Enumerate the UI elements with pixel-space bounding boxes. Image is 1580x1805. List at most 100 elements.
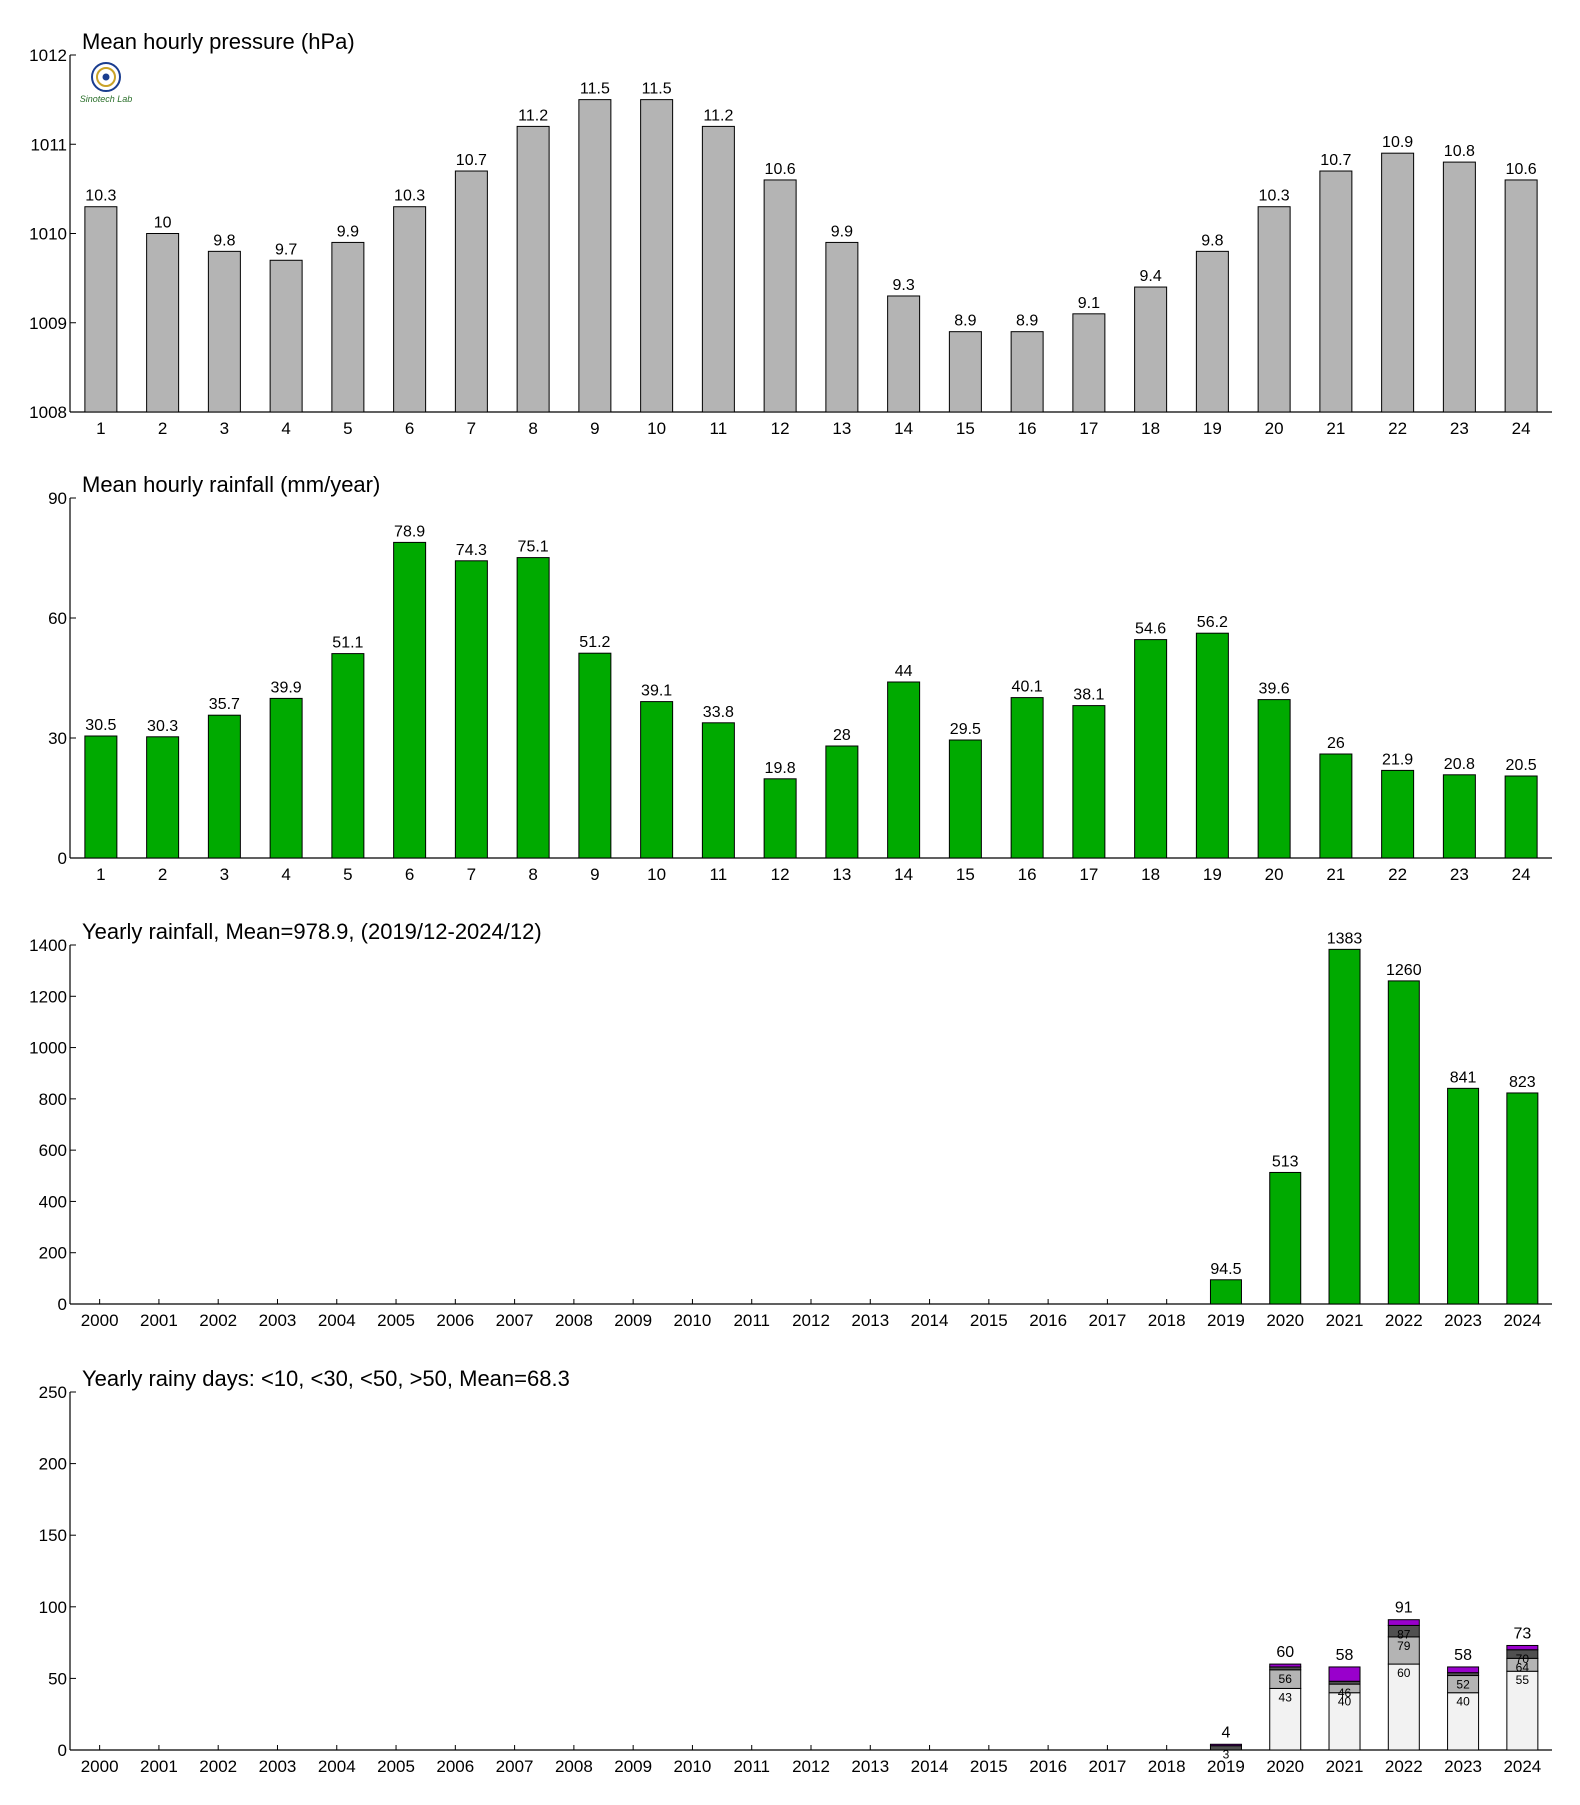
x-tick-label: 3 [220,865,229,884]
bar [1447,1087,1480,1305]
x-tick-label: 20 [1265,419,1284,438]
x-tick-label: 2015 [970,1757,1008,1776]
y-tick-label: 90 [48,489,67,508]
x-tick-label: 2016 [1029,1757,1067,1776]
bar [1257,206,1291,413]
bar [1195,632,1229,859]
bar [1209,1279,1242,1305]
x-tick-label: 2005 [377,1757,415,1776]
x-tick-label: 2021 [1326,1757,1364,1776]
x-tick-label: 16 [1018,419,1037,438]
x-tick-label: 13 [832,865,851,884]
bar [146,233,180,413]
bar-value-label: 38.1 [1073,687,1104,704]
bar [763,778,797,859]
bar-value-label: 28 [833,727,851,744]
y-tick-label: 1400 [29,936,67,955]
bar [516,557,550,859]
x-tick-label: 2008 [555,1757,593,1776]
x-tick-label: 18 [1141,865,1160,884]
bar-value-label: 9.3 [893,277,915,294]
x-tick-label: 2020 [1266,1311,1304,1330]
x-tick-label: 10 [647,419,666,438]
x-tick-label: 2000 [81,1757,119,1776]
bar-value-label: 74.3 [456,542,487,559]
x-tick-label: 15 [956,419,975,438]
x-tick-label: 2001 [140,1757,178,1776]
x-tick-label: 2005 [377,1311,415,1330]
x-tick-label: 8 [528,865,537,884]
x-tick-label: 12 [771,865,790,884]
x-tick-label: 9 [590,865,599,884]
segment-label: 64 [1516,1660,1530,1674]
bar-value-label: 10.9 [1382,134,1413,151]
x-tick-label: 17 [1079,865,1098,884]
x-tick-label: 2006 [436,1311,474,1330]
bar [1319,170,1353,413]
x-tick-label: 5 [343,865,352,884]
x-tick-label: 1 [96,865,105,884]
x-tick-label: 4 [281,419,290,438]
bar [393,206,427,413]
x-tick-label: 23 [1450,865,1469,884]
bar [1269,1171,1302,1305]
bar [516,125,550,413]
x-tick-label: 2002 [199,1757,237,1776]
x-tick-label: 2007 [496,1757,534,1776]
x-tick-label: 2009 [614,1311,652,1330]
bar-value-label: 11.2 [518,107,548,124]
bar-value-label: 10.3 [394,188,425,205]
y-tick-label: 1000 [29,1039,67,1058]
x-tick-label: 16 [1018,865,1037,884]
x-tick-label: 15 [956,865,975,884]
bar-value-label: 8.9 [1016,313,1038,330]
bar [1387,980,1420,1305]
bar [1134,639,1168,859]
segment-label: 40 [1456,1695,1470,1709]
bar-value-label: 841 [1450,1069,1477,1086]
y-tick-label: 1012 [29,46,67,65]
bar [331,653,365,859]
stack-segment [1269,1687,1302,1751]
y-tick-label: 600 [39,1141,67,1160]
bar-value-label: 11.5 [580,81,610,98]
x-tick-label: 2011 [733,1757,770,1776]
bar [1010,331,1044,413]
segment-label: 52 [1456,1678,1470,1692]
segment-label: 60 [1397,1666,1411,1680]
bar-value-label: 44 [895,663,913,680]
bar [1442,161,1476,413]
bar-value-label: 9.8 [1201,232,1223,249]
stack-total-label: 73 [1513,1625,1531,1642]
bar-value-label: 39.9 [271,679,302,696]
bar-value-label: 40.1 [1012,679,1043,696]
x-tick-label: 13 [832,419,851,438]
bar-value-label: 11.5 [642,81,672,98]
bar-value-label: 823 [1509,1074,1536,1091]
bar-value-label: 9.4 [1140,268,1162,285]
x-tick-label: 2006 [436,1757,474,1776]
bar-value-label: 94.5 [1210,1261,1241,1278]
x-tick-label: 2009 [614,1757,652,1776]
x-tick-label: 5 [343,419,352,438]
bar-value-label: 9.8 [213,232,235,249]
x-tick-label: 2 [158,865,167,884]
x-tick-label: 8 [528,419,537,438]
bar-value-label: 9.9 [831,223,853,240]
x-tick-label: 2013 [851,1311,889,1330]
bar [207,250,241,413]
y-tick-label: 200 [39,1244,67,1263]
x-tick-label: 7 [467,419,476,438]
panel-rainy_days: 0 50 100 150 200 250 2000 2001 2002 2003 2004 2005 2… [39,1366,1552,1776]
bar [1319,753,1353,859]
bar [948,739,982,859]
segment-label: 87 [1397,1627,1411,1641]
x-tick-label: 2007 [496,1311,534,1330]
panel-yearly_rain: 0 200 400 600 800 1000 1200 1400 2000 2001 2002 200… [29,919,1552,1330]
x-tick-label: 4 [281,865,290,884]
bar-value-label: 10.8 [1444,143,1475,160]
x-tick-label: 2001 [140,1311,178,1330]
x-tick-label: 24 [1512,419,1531,438]
